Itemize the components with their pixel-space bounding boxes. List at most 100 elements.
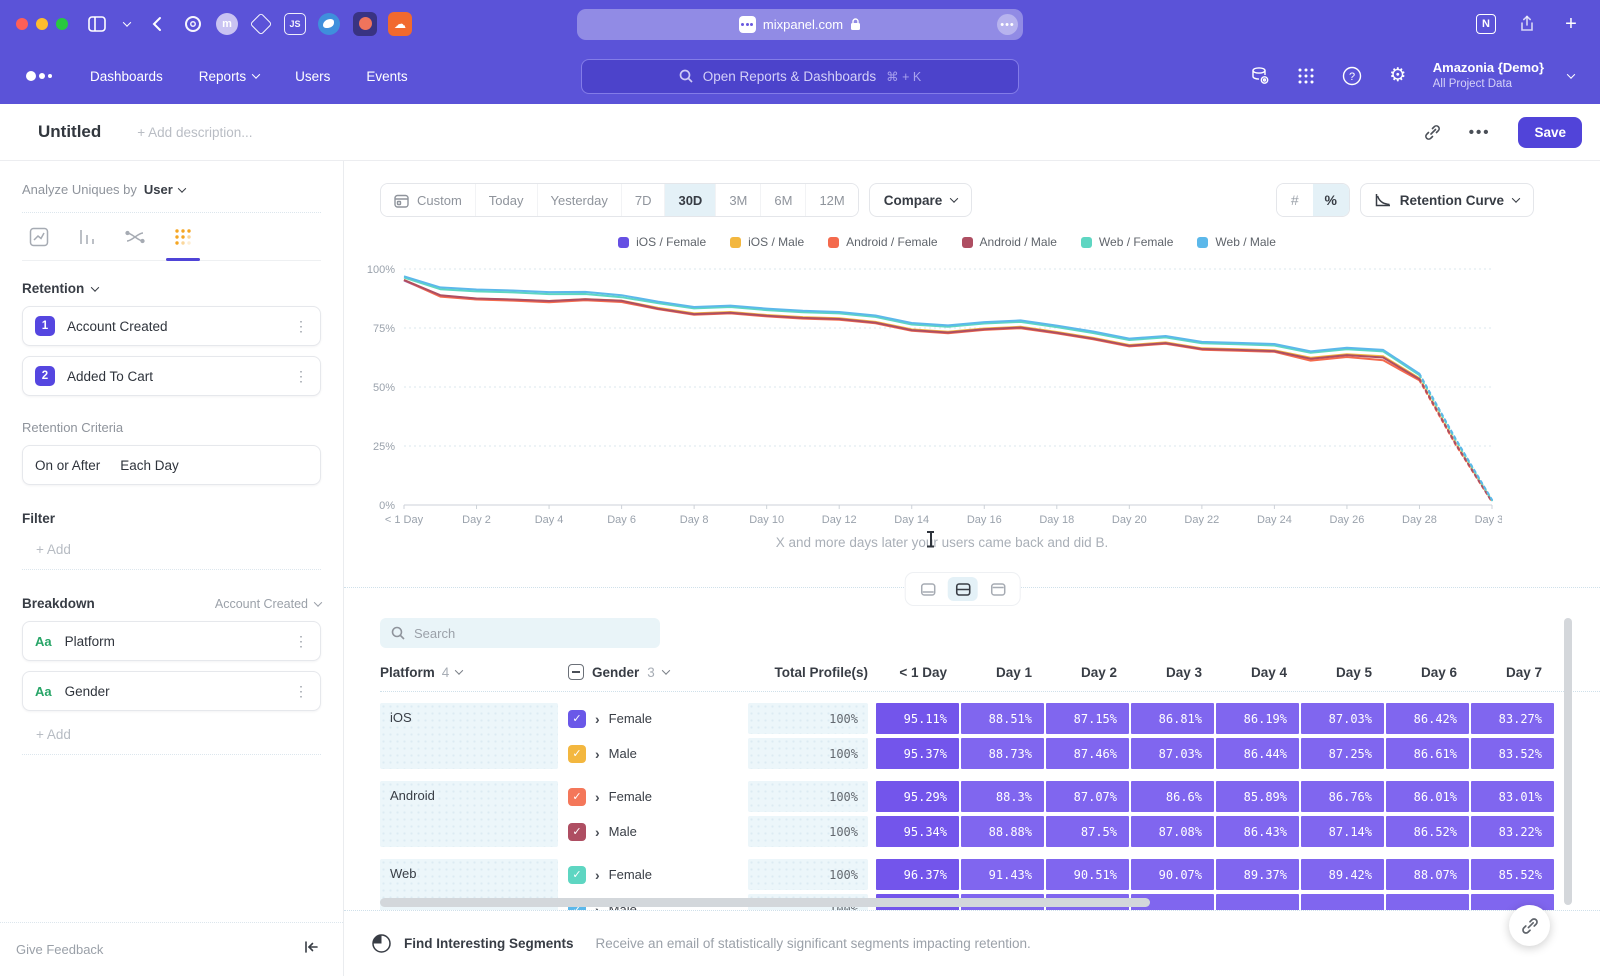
series-checkbox[interactable]: ✓ [568, 745, 586, 763]
retention-value-cell[interactable]: 86.01% [1386, 781, 1469, 812]
breakdown-card-gender[interactable]: Aa Gender ⋮ [22, 671, 321, 711]
tab-insights-icon[interactable] [28, 226, 50, 248]
nav-item-events[interactable]: Events [366, 69, 407, 84]
retention-value-cell[interactable]: 86.76% [1301, 781, 1384, 812]
day-column-header[interactable]: Day 2 [1046, 665, 1129, 680]
retention-value-cell[interactable]: 83.27% [1471, 703, 1554, 734]
day-column-header[interactable]: Day 4 [1216, 665, 1299, 680]
share-link-fab[interactable] [1509, 905, 1550, 946]
platform-cell[interactable]: Android [380, 781, 558, 847]
tab-flows-icon[interactable] [124, 226, 146, 248]
range-today[interactable]: Today [475, 184, 537, 216]
breakdown-scope-select[interactable]: Account Created [215, 597, 321, 611]
retention-value-cell[interactable]: 86.42% [1386, 703, 1469, 734]
kebab-menu-icon[interactable]: ⋮ [294, 318, 308, 335]
project-switcher[interactable]: Amazonia {Demo} All Project Data [1433, 60, 1544, 92]
close-window-button[interactable] [16, 18, 28, 30]
retention-value-cell[interactable]: 91.43% [961, 859, 1044, 890]
retention-value-cell[interactable]: 83.52% [1471, 738, 1554, 769]
add-description[interactable]: + Add description... [137, 125, 252, 140]
retention-value-cell[interactable]: 86.43% [1216, 816, 1299, 847]
extension-rings-icon[interactable] [180, 11, 206, 37]
apps-grid-icon[interactable] [1295, 65, 1317, 87]
day-column-header[interactable]: Day 6 [1386, 665, 1469, 680]
retention-value-cell[interactable]: 85.89% [1216, 781, 1299, 812]
global-search[interactable]: Open Reports & Dashboards ⌘ + K [581, 59, 1019, 94]
unit-number-button[interactable]: # [1277, 184, 1313, 216]
series-checkbox[interactable]: ✓ [568, 823, 586, 841]
kebab-menu-icon[interactable]: ⋮ [294, 368, 308, 385]
legend-item[interactable]: Android / Female [828, 235, 937, 249]
browser-back-icon[interactable] [144, 11, 170, 37]
report-title[interactable]: Untitled [38, 122, 101, 142]
save-button[interactable]: Save [1518, 117, 1582, 148]
nav-item-users[interactable]: Users [295, 69, 330, 84]
criteria-period[interactable]: Each Day [120, 458, 179, 473]
expand-chevron-icon[interactable]: › [595, 789, 600, 805]
table-search-input[interactable]: Search [380, 618, 660, 648]
extension-recorder-icon[interactable] [352, 11, 378, 37]
add-filter-button[interactable]: + Add [22, 530, 321, 570]
retention-value-cell[interactable]: 89.42% [1301, 859, 1384, 890]
retention-value-cell[interactable]: 87.03% [1301, 703, 1384, 734]
retention-value-cell[interactable]: 86.81% [1131, 703, 1214, 734]
extension-bird-icon[interactable] [316, 11, 342, 37]
more-menu-icon[interactable]: ••• [1469, 124, 1491, 141]
legend-item[interactable]: Web / Female [1081, 235, 1173, 249]
retention-value-cell[interactable]: 88.73% [961, 738, 1044, 769]
retention-value-cell[interactable]: 87.07% [1046, 781, 1129, 812]
share-icon[interactable] [1514, 11, 1540, 37]
find-segments-title[interactable]: Find Interesting Segments [404, 936, 574, 951]
retention-value-cell[interactable]: 87.5% [1046, 816, 1129, 847]
expand-chevron-icon[interactable]: › [595, 824, 600, 840]
help-icon[interactable]: ? [1341, 65, 1363, 87]
notion-extension-icon[interactable]: N [1476, 14, 1496, 34]
retention-criteria-card[interactable]: On or After Each Day [22, 445, 321, 485]
range-yesterday[interactable]: Yesterday [537, 184, 621, 216]
retention-value-cell[interactable]: 90.07% [1131, 859, 1214, 890]
legend-item[interactable]: iOS / Male [730, 235, 804, 249]
legend-item[interactable]: Web / Male [1197, 235, 1275, 249]
retention-section-chevron-icon[interactable] [91, 283, 99, 291]
address-bar[interactable]: mixpanel.com ••• [577, 9, 1023, 40]
retention-value-cell[interactable] [1471, 894, 1554, 910]
browser-sidebar-toggle-icon[interactable] [84, 11, 110, 37]
retention-value-cell[interactable]: 88.07% [1386, 859, 1469, 890]
unit-percent-button[interactable]: % [1313, 184, 1349, 216]
extension-avatar-icon[interactable]: m [216, 13, 238, 35]
settings-gear-icon[interactable]: ⚙ [1387, 65, 1409, 87]
series-checkbox[interactable]: ✓ [568, 866, 586, 884]
day-column-header[interactable]: Day 7 [1471, 665, 1554, 680]
platform-column-header[interactable]: Platform 4 [380, 665, 558, 680]
retention-value-cell[interactable]: 89.37% [1216, 859, 1299, 890]
chart-view-select[interactable]: Retention Curve [1360, 183, 1534, 217]
retention-value-cell[interactable] [1301, 894, 1384, 910]
retention-value-cell[interactable]: 83.01% [1471, 781, 1554, 812]
retention-value-cell[interactable]: 87.25% [1301, 738, 1384, 769]
range-6m[interactable]: 6M [760, 184, 805, 216]
retention-value-cell[interactable]: 86.6% [1131, 781, 1214, 812]
retention-value-cell[interactable]: 87.15% [1046, 703, 1129, 734]
copy-link-icon[interactable] [1424, 124, 1441, 141]
day-column-header[interactable]: Day 1 [961, 665, 1044, 680]
mixpanel-logo[interactable] [26, 71, 52, 81]
step-card-added-to-cart[interactable]: 2 Added To Cart ⋮ [22, 356, 321, 396]
total-profiles-column-header[interactable]: Total Profile(s) [748, 665, 868, 680]
retention-value-cell[interactable]: 87.46% [1046, 738, 1129, 769]
legend-item[interactable]: iOS / Female [618, 235, 706, 249]
extension-cube-icon[interactable] [248, 11, 274, 37]
add-breakdown-button[interactable]: + Add [22, 715, 321, 755]
day-column-header[interactable]: < 1 Day [876, 665, 959, 680]
extension-js-icon[interactable]: JS [284, 13, 306, 35]
retention-value-cell[interactable]: 86.44% [1216, 738, 1299, 769]
vertical-scrollbar[interactable] [1564, 618, 1572, 905]
select-all-checkbox[interactable] [568, 664, 584, 680]
retention-value-cell[interactable]: 95.11% [876, 703, 959, 734]
range-3m[interactable]: 3M [715, 184, 760, 216]
tab-funnels-icon[interactable] [76, 226, 98, 248]
range-custom[interactable]: Custom [381, 184, 475, 216]
expand-chevron-icon[interactable]: › [595, 711, 600, 727]
project-chevron-icon[interactable] [1567, 70, 1575, 78]
expand-chevron-icon[interactable]: › [595, 746, 600, 762]
tab-retention-icon[interactable] [172, 226, 194, 248]
